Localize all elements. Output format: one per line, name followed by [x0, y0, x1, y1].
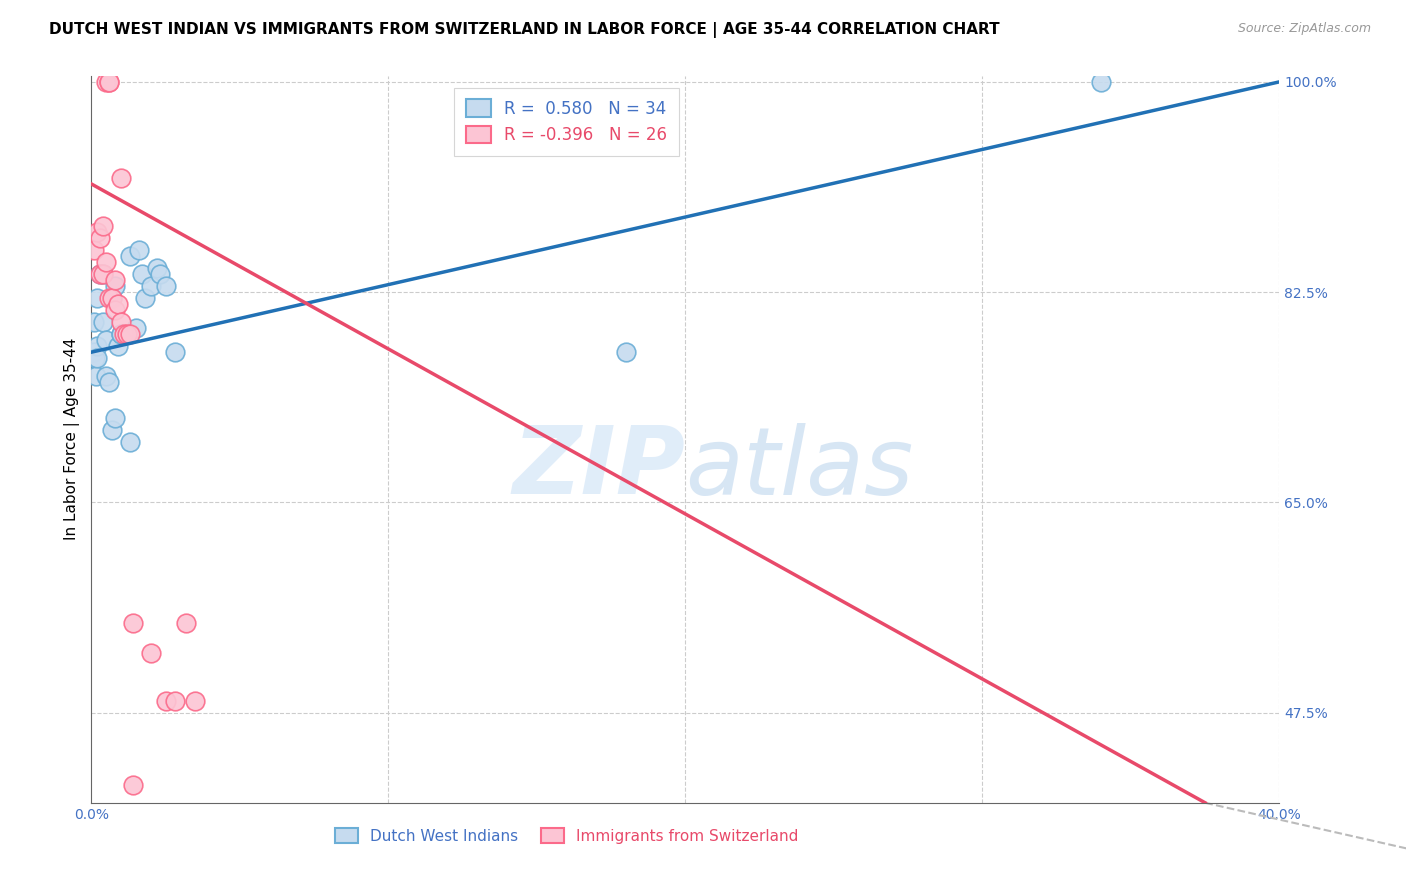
Point [91, 315, 114, 329]
Point [96, 333, 118, 347]
Point [110, 171, 132, 186]
Point [86, 339, 108, 353]
Point [149, 267, 172, 281]
Point [83, 243, 105, 257]
Point [96, 255, 118, 269]
Point [98, 291, 121, 305]
Point [83, 315, 105, 329]
Point [104, 279, 127, 293]
Legend: Dutch West Indians, Immigrants from Switzerland: Dutch West Indians, Immigrants from Swit… [329, 822, 804, 850]
Point [115, 327, 138, 342]
Point [112, 327, 135, 342]
Point [1090, 75, 1112, 89]
Point [122, 778, 145, 792]
Point [89, 231, 111, 245]
Point [86, 225, 108, 239]
Point [83, 345, 105, 359]
Point [155, 279, 177, 293]
Point [101, 291, 124, 305]
Point [84, 351, 107, 366]
Point [98, 376, 121, 390]
Point [134, 291, 156, 305]
Point [155, 693, 177, 707]
Point [101, 291, 124, 305]
Point [118, 327, 141, 342]
Point [89, 267, 111, 281]
Point [86, 351, 108, 366]
Point [96, 75, 118, 89]
Text: DUTCH WEST INDIAN VS IMMIGRANTS FROM SWITZERLAND IN LABOR FORCE | AGE 35-44 CORR: DUTCH WEST INDIAN VS IMMIGRANTS FROM SWI… [49, 22, 1000, 38]
Point [614, 345, 637, 359]
Point [98, 75, 121, 89]
Point [139, 646, 162, 660]
Point [91, 219, 114, 233]
Point [86, 291, 108, 305]
Point [96, 369, 118, 384]
Point [107, 339, 129, 353]
Point [110, 315, 132, 329]
Point [110, 327, 132, 342]
Point [139, 279, 162, 293]
Text: Source: ZipAtlas.com: Source: ZipAtlas.com [1237, 22, 1371, 36]
Point [115, 327, 138, 342]
Point [128, 243, 150, 257]
Point [163, 345, 186, 359]
Point [118, 435, 141, 450]
Point [84, 369, 107, 384]
Point [98, 75, 121, 89]
Point [125, 321, 148, 335]
Point [89, 267, 111, 281]
Point [104, 273, 127, 287]
Text: ZIP: ZIP [513, 423, 685, 515]
Text: atlas: atlas [685, 423, 914, 514]
Point [118, 249, 141, 263]
Point [176, 615, 198, 630]
Point [104, 411, 127, 425]
Point [110, 327, 132, 342]
Point [107, 297, 129, 311]
Point [131, 267, 153, 281]
Point [163, 693, 186, 707]
Point [91, 267, 114, 281]
Point [91, 267, 114, 281]
Point [101, 423, 124, 437]
Y-axis label: In Labor Force | Age 35-44: In Labor Force | Age 35-44 [65, 338, 80, 541]
Point [145, 261, 167, 276]
Point [122, 615, 145, 630]
Point [104, 303, 127, 318]
Point [184, 693, 207, 707]
